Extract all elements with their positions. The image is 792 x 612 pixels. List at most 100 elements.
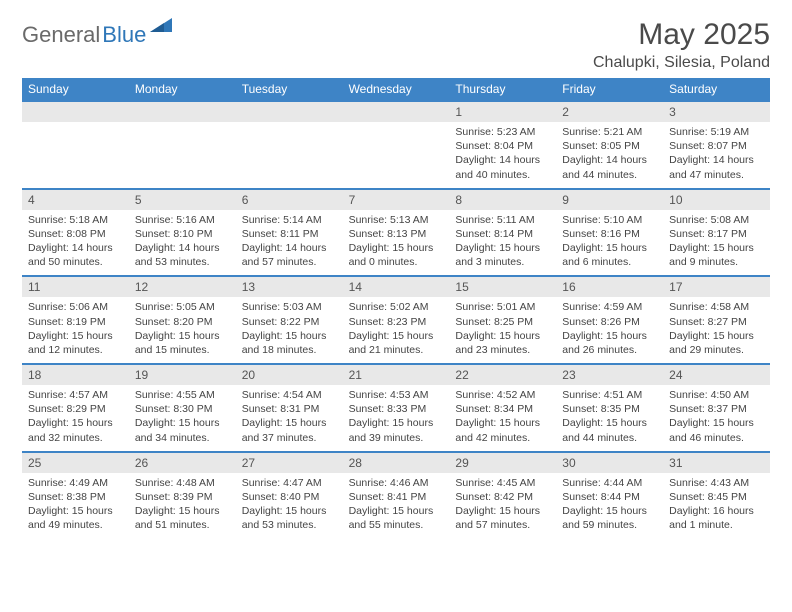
- daylight-text: Daylight: 15 hours and 49 minutes.: [28, 504, 123, 532]
- header: GeneralBlue May 2025 Chalupki, Silesia, …: [22, 18, 770, 72]
- daylight-text: Daylight: 14 hours and 47 minutes.: [669, 153, 764, 181]
- sunset-text: Sunset: 8:22 PM: [242, 315, 337, 329]
- sunrise-text: Sunrise: 5:05 AM: [135, 300, 230, 314]
- weekday-wednesday: Wednesday: [343, 78, 450, 100]
- sunrise-text: Sunrise: 4:53 AM: [349, 388, 444, 402]
- daylight-text: Daylight: 15 hours and 12 minutes.: [28, 329, 123, 357]
- day-content: Sunrise: 4:59 AMSunset: 8:26 PMDaylight:…: [556, 297, 663, 363]
- weekday-monday: Monday: [129, 78, 236, 100]
- day-number: 4: [22, 190, 129, 210]
- day-content: Sunrise: 4:47 AMSunset: 8:40 PMDaylight:…: [236, 473, 343, 539]
- day-content: Sunrise: 4:55 AMSunset: 8:30 PMDaylight:…: [129, 385, 236, 451]
- sunrise-text: Sunrise: 5:10 AM: [562, 213, 657, 227]
- day-content: Sunrise: 4:57 AMSunset: 8:29 PMDaylight:…: [22, 385, 129, 451]
- title-block: May 2025 Chalupki, Silesia, Poland: [593, 18, 770, 72]
- day-number: 31: [663, 453, 770, 473]
- daylight-text: Daylight: 15 hours and 18 minutes.: [242, 329, 337, 357]
- sunset-text: Sunset: 8:29 PM: [28, 402, 123, 416]
- sunset-text: Sunset: 8:14 PM: [455, 227, 550, 241]
- day-content: Sunrise: 4:46 AMSunset: 8:41 PMDaylight:…: [343, 473, 450, 539]
- day-content: [129, 122, 236, 188]
- day-content: Sunrise: 5:01 AMSunset: 8:25 PMDaylight:…: [449, 297, 556, 363]
- sunset-text: Sunset: 8:07 PM: [669, 139, 764, 153]
- weekday-sunday: Sunday: [22, 78, 129, 100]
- sunrise-text: Sunrise: 5:21 AM: [562, 125, 657, 139]
- sunrise-text: Sunrise: 5:13 AM: [349, 213, 444, 227]
- weeks-container: 123Sunrise: 5:23 AMSunset: 8:04 PMDaylig…: [22, 100, 770, 538]
- sunset-text: Sunset: 8:40 PM: [242, 490, 337, 504]
- day-content: Sunrise: 4:49 AMSunset: 8:38 PMDaylight:…: [22, 473, 129, 539]
- day-number: 19: [129, 365, 236, 385]
- daylight-text: Daylight: 14 hours and 44 minutes.: [562, 153, 657, 181]
- day-number: 28: [343, 453, 450, 473]
- day-content: Sunrise: 5:02 AMSunset: 8:23 PMDaylight:…: [343, 297, 450, 363]
- daylight-text: Daylight: 15 hours and 21 minutes.: [349, 329, 444, 357]
- sunset-text: Sunset: 8:37 PM: [669, 402, 764, 416]
- sunrise-text: Sunrise: 4:44 AM: [562, 476, 657, 490]
- sunrise-text: Sunrise: 5:16 AM: [135, 213, 230, 227]
- day-content: Sunrise: 5:14 AMSunset: 8:11 PMDaylight:…: [236, 210, 343, 276]
- day-content: Sunrise: 4:50 AMSunset: 8:37 PMDaylight:…: [663, 385, 770, 451]
- daylight-text: Daylight: 15 hours and 32 minutes.: [28, 416, 123, 444]
- day-content: Sunrise: 5:23 AMSunset: 8:04 PMDaylight:…: [449, 122, 556, 188]
- day-content: Sunrise: 4:51 AMSunset: 8:35 PMDaylight:…: [556, 385, 663, 451]
- day-content: Sunrise: 4:43 AMSunset: 8:45 PMDaylight:…: [663, 473, 770, 539]
- weekday-thursday: Thursday: [449, 78, 556, 100]
- week-daynum-row: 45678910: [22, 188, 770, 210]
- daylight-text: Daylight: 16 hours and 1 minute.: [669, 504, 764, 532]
- day-content: Sunrise: 4:53 AMSunset: 8:33 PMDaylight:…: [343, 385, 450, 451]
- sunrise-text: Sunrise: 5:02 AM: [349, 300, 444, 314]
- daylight-text: Daylight: 15 hours and 9 minutes.: [669, 241, 764, 269]
- sunset-text: Sunset: 8:41 PM: [349, 490, 444, 504]
- sunrise-text: Sunrise: 5:03 AM: [242, 300, 337, 314]
- sunset-text: Sunset: 8:26 PM: [562, 315, 657, 329]
- sunset-text: Sunset: 8:34 PM: [455, 402, 550, 416]
- day-number: 10: [663, 190, 770, 210]
- day-number: 25: [22, 453, 129, 473]
- day-number: [22, 102, 129, 122]
- daylight-text: Daylight: 15 hours and 51 minutes.: [135, 504, 230, 532]
- day-content: Sunrise: 5:21 AMSunset: 8:05 PMDaylight:…: [556, 122, 663, 188]
- week-content-row: Sunrise: 5:23 AMSunset: 8:04 PMDaylight:…: [22, 122, 770, 188]
- day-number: 27: [236, 453, 343, 473]
- sunrise-text: Sunrise: 4:54 AM: [242, 388, 337, 402]
- daylight-text: Daylight: 14 hours and 57 minutes.: [242, 241, 337, 269]
- day-content: Sunrise: 5:18 AMSunset: 8:08 PMDaylight:…: [22, 210, 129, 276]
- day-number: 18: [22, 365, 129, 385]
- day-number: 26: [129, 453, 236, 473]
- sunset-text: Sunset: 8:27 PM: [669, 315, 764, 329]
- weekday-friday: Friday: [556, 78, 663, 100]
- logo: GeneralBlue: [22, 18, 172, 48]
- sunrise-text: Sunrise: 5:08 AM: [669, 213, 764, 227]
- day-number: 6: [236, 190, 343, 210]
- sunset-text: Sunset: 8:45 PM: [669, 490, 764, 504]
- daylight-text: Daylight: 15 hours and 23 minutes.: [455, 329, 550, 357]
- daylight-text: Daylight: 15 hours and 42 minutes.: [455, 416, 550, 444]
- day-number: [343, 102, 450, 122]
- day-number: [236, 102, 343, 122]
- week-content-row: Sunrise: 5:18 AMSunset: 8:08 PMDaylight:…: [22, 210, 770, 276]
- daylight-text: Daylight: 14 hours and 53 minutes.: [135, 241, 230, 269]
- sunset-text: Sunset: 8:23 PM: [349, 315, 444, 329]
- sunset-text: Sunset: 8:05 PM: [562, 139, 657, 153]
- sunrise-text: Sunrise: 5:19 AM: [669, 125, 764, 139]
- sunrise-text: Sunrise: 5:14 AM: [242, 213, 337, 227]
- sunset-text: Sunset: 8:25 PM: [455, 315, 550, 329]
- day-content: Sunrise: 4:54 AMSunset: 8:31 PMDaylight:…: [236, 385, 343, 451]
- sunset-text: Sunset: 8:10 PM: [135, 227, 230, 241]
- day-content: [22, 122, 129, 188]
- daylight-text: Daylight: 15 hours and 6 minutes.: [562, 241, 657, 269]
- day-number: 16: [556, 277, 663, 297]
- weekday-header-row: Sunday Monday Tuesday Wednesday Thursday…: [22, 78, 770, 100]
- day-content: Sunrise: 5:05 AMSunset: 8:20 PMDaylight:…: [129, 297, 236, 363]
- day-number: 9: [556, 190, 663, 210]
- sunrise-text: Sunrise: 4:49 AM: [28, 476, 123, 490]
- day-number: 12: [129, 277, 236, 297]
- day-number: 15: [449, 277, 556, 297]
- day-number: 13: [236, 277, 343, 297]
- daylight-text: Daylight: 14 hours and 50 minutes.: [28, 241, 123, 269]
- daylight-text: Daylight: 15 hours and 57 minutes.: [455, 504, 550, 532]
- day-number: [129, 102, 236, 122]
- day-number: 21: [343, 365, 450, 385]
- daylight-text: Daylight: 15 hours and 59 minutes.: [562, 504, 657, 532]
